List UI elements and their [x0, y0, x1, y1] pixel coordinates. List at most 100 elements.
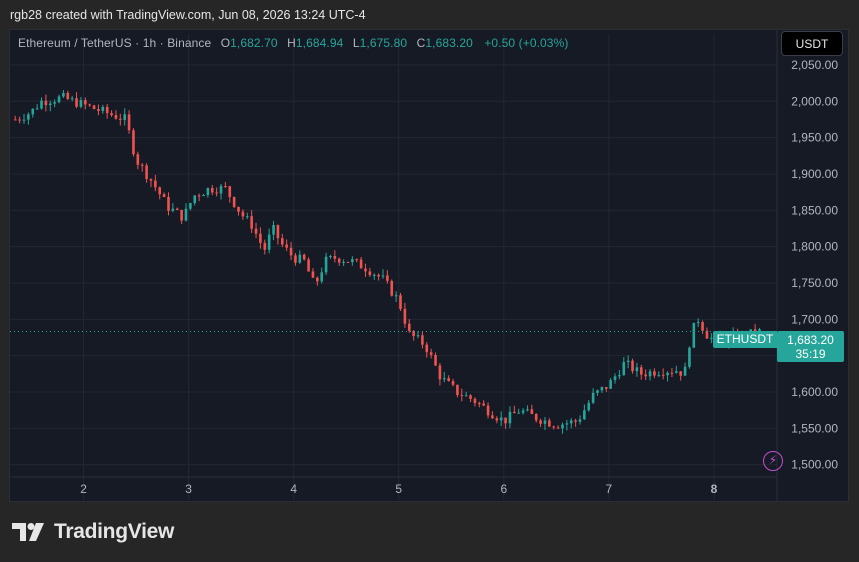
- candle-up: [70, 98, 74, 100]
- candle-down: [97, 109, 100, 111]
- candle-down: [162, 194, 166, 197]
- candle-up: [329, 256, 332, 258]
- candle-up: [272, 224, 275, 235]
- candle-up: [171, 208, 175, 211]
- low-label: L: [352, 36, 360, 50]
- candle-down: [346, 261, 350, 263]
- candle-up: [688, 347, 691, 367]
- candle-up: [372, 274, 376, 276]
- candle-down: [83, 100, 87, 105]
- candle-up: [596, 390, 599, 393]
- candle-up: [692, 322, 696, 348]
- x-tick-label: 8: [711, 482, 718, 496]
- candle-up: [298, 254, 302, 263]
- candle-up: [517, 412, 521, 414]
- candle-up: [648, 371, 652, 377]
- x-tick-label: 3: [185, 482, 192, 496]
- candle-down: [421, 335, 424, 345]
- candle-down: [447, 378, 450, 382]
- candle-up: [591, 392, 595, 403]
- candle-up: [267, 234, 271, 250]
- tv-logo-icon: [12, 523, 44, 541]
- candle-up: [622, 362, 626, 376]
- candle-down: [644, 374, 647, 377]
- open-value: 1,682.70: [230, 36, 278, 50]
- low-value: 1,675.80: [359, 36, 408, 50]
- candle-down: [232, 196, 236, 207]
- y-tick-label: 1,550.00: [791, 421, 838, 435]
- candle-down: [228, 186, 232, 197]
- candle-up: [583, 410, 586, 420]
- candle-up: [609, 380, 612, 389]
- candle-down: [18, 119, 21, 121]
- candle-down: [359, 259, 363, 269]
- x-tick-label: 6: [500, 482, 507, 496]
- candle-down: [289, 247, 293, 256]
- candle-down: [197, 195, 201, 197]
- x-tick-label: 5: [395, 482, 402, 496]
- y-tick-label: 1,950.00: [791, 131, 838, 145]
- candle-up: [351, 259, 354, 263]
- candle-down: [412, 330, 415, 337]
- candle-down: [250, 216, 253, 229]
- candle-down: [679, 371, 682, 376]
- chart-pane[interactable]: [9, 29, 849, 502]
- candle-up: [320, 272, 324, 282]
- high-label: H: [287, 36, 296, 50]
- candle-up: [613, 376, 617, 381]
- candle-down: [425, 344, 429, 353]
- candle-up: [245, 216, 249, 218]
- candle-down: [556, 427, 560, 429]
- last-price-tag: 1,683.20 35:19: [777, 331, 844, 362]
- y-tick-label: 1,700.00: [791, 312, 838, 326]
- candle-down: [167, 196, 170, 211]
- candle-up: [635, 367, 639, 372]
- candle-down: [105, 106, 109, 114]
- symbol-label[interactable]: Ethereum / TetherUS · 1h · Binance: [18, 36, 212, 50]
- candle-down: [478, 403, 481, 405]
- candle-down: [491, 415, 494, 419]
- candle-up: [206, 188, 210, 196]
- y-tick-label: 1,850.00: [791, 203, 838, 217]
- candle-up: [442, 378, 446, 380]
- candle-down: [175, 208, 179, 210]
- candle-down: [407, 323, 411, 331]
- candle-down: [215, 192, 218, 194]
- bar-countdown: 35:19: [795, 347, 826, 361]
- candle-up: [587, 402, 591, 411]
- candle-down: [355, 259, 359, 261]
- candle-down: [504, 417, 507, 424]
- candle-down: [66, 92, 70, 99]
- candle-down: [705, 330, 709, 339]
- candle-down: [154, 180, 157, 188]
- lightning-icon[interactable]: ⚡: [763, 451, 783, 471]
- candle-up: [35, 108, 39, 110]
- tradingview-logo: TradingView: [12, 518, 174, 546]
- candle-down: [145, 165, 148, 179]
- candle-up: [618, 375, 621, 377]
- currency-button[interactable]: USDT: [781, 31, 843, 56]
- candle-down: [399, 295, 402, 309]
- candle-down: [429, 352, 433, 356]
- candle-down: [482, 403, 485, 406]
- candle-down: [403, 308, 407, 324]
- candle-up: [394, 295, 398, 297]
- y-tick-label: 1,900.00: [791, 167, 838, 181]
- candle-up: [675, 371, 678, 373]
- candle-up: [464, 395, 468, 397]
- candle-up: [219, 186, 223, 194]
- candle-down: [281, 238, 284, 245]
- candle-down: [661, 374, 665, 376]
- candle-up: [184, 208, 188, 221]
- candle-down: [386, 275, 389, 281]
- candle-up: [499, 417, 503, 421]
- candle-up: [543, 420, 547, 424]
- candle-down: [469, 395, 472, 399]
- high-value: 1,684.94: [295, 36, 344, 50]
- candle-up: [324, 256, 328, 273]
- candle-down: [548, 420, 551, 427]
- candle-down: [285, 244, 288, 248]
- y-tick-label: 1,750.00: [791, 276, 838, 290]
- x-tick-label: 7: [606, 482, 613, 496]
